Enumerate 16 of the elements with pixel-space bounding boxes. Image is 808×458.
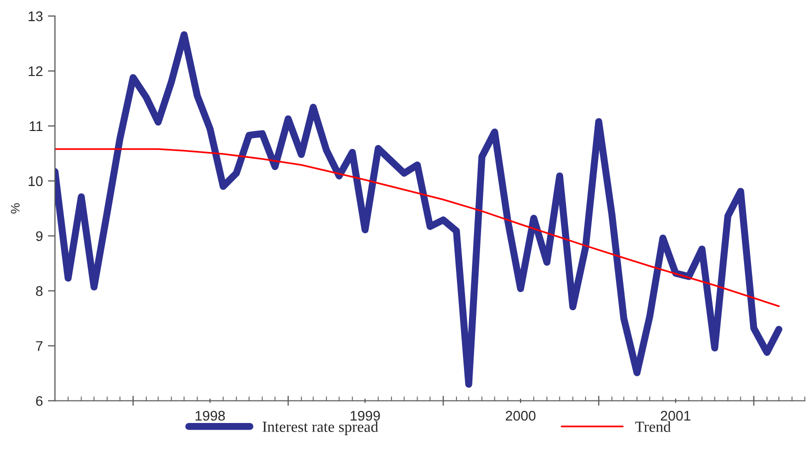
legend-label: Interest rate spread xyxy=(262,421,378,436)
legend-label: Trend xyxy=(635,421,671,432)
y-tick-label: 7 xyxy=(36,341,42,351)
y-tick-label: 10 xyxy=(28,176,43,186)
y-tick-label: 9 xyxy=(36,231,42,242)
y-axis-title: % xyxy=(10,203,20,214)
y-tick-label: 8 xyxy=(36,286,43,296)
y-tick-label: 12 xyxy=(28,66,42,76)
x-tick-label: 1998 xyxy=(196,410,225,421)
x-tick-label: 1999 xyxy=(350,410,380,421)
y-tick-label: 6 xyxy=(36,396,43,406)
x-tick-label: 2001 xyxy=(660,410,690,421)
y-tick-label: 13 xyxy=(28,11,43,22)
line-series xyxy=(54,148,780,308)
y-tick-label: 11 xyxy=(30,121,42,131)
x-tick-label: 2000 xyxy=(506,410,536,421)
